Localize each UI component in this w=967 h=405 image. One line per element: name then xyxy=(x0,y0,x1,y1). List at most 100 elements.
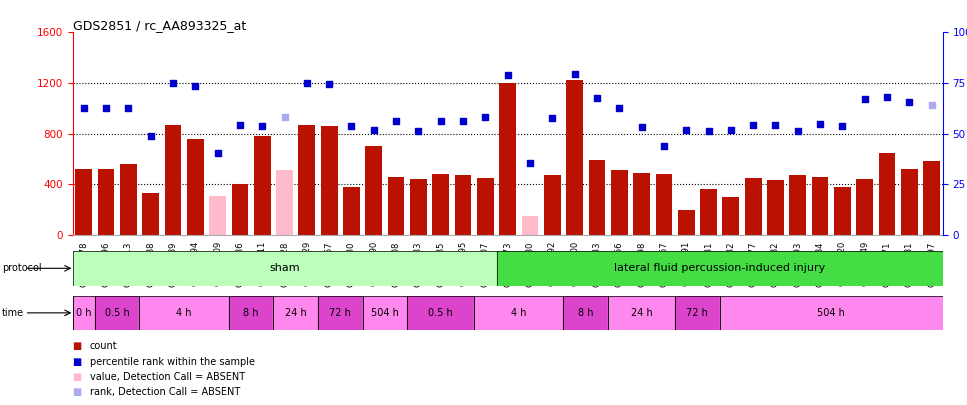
Text: rank, Detection Call = ABSENT: rank, Detection Call = ABSENT xyxy=(90,388,240,397)
Text: sham: sham xyxy=(269,263,300,273)
Bar xyxy=(432,174,449,235)
Bar xyxy=(231,184,249,235)
Text: 0.5 h: 0.5 h xyxy=(428,308,454,318)
Bar xyxy=(164,125,181,235)
Point xyxy=(232,122,248,128)
Bar xyxy=(321,126,337,235)
Bar xyxy=(454,175,471,235)
Bar xyxy=(73,251,496,286)
Point xyxy=(389,118,404,124)
Bar xyxy=(611,171,628,235)
Point xyxy=(500,72,515,79)
Point xyxy=(701,128,717,134)
Bar xyxy=(274,296,318,330)
Point xyxy=(723,127,739,133)
Bar xyxy=(95,296,139,330)
Bar xyxy=(139,296,229,330)
Point xyxy=(746,122,761,128)
Text: 24 h: 24 h xyxy=(630,308,653,318)
Bar xyxy=(229,296,274,330)
Point xyxy=(321,81,337,87)
Text: time: time xyxy=(2,308,24,318)
Point xyxy=(835,123,850,129)
Text: 72 h: 72 h xyxy=(330,308,351,318)
Bar xyxy=(142,193,159,235)
Bar xyxy=(879,153,895,235)
Bar xyxy=(789,175,806,235)
Point xyxy=(411,128,426,134)
Point xyxy=(121,105,136,111)
Bar xyxy=(767,181,784,235)
Point xyxy=(679,127,694,133)
Bar xyxy=(187,139,204,235)
Bar xyxy=(299,125,315,235)
Point xyxy=(768,122,783,128)
Point xyxy=(277,114,292,120)
Bar xyxy=(343,187,360,235)
Point xyxy=(299,80,314,86)
Text: ■: ■ xyxy=(73,372,82,382)
Bar xyxy=(521,216,539,235)
Bar xyxy=(388,177,404,235)
Point xyxy=(210,149,225,156)
Point xyxy=(812,120,828,127)
Text: value, Detection Call = ABSENT: value, Detection Call = ABSENT xyxy=(90,372,245,382)
Bar xyxy=(589,160,605,235)
Bar xyxy=(366,146,382,235)
Text: 0.5 h: 0.5 h xyxy=(104,308,130,318)
Bar xyxy=(901,169,918,235)
Point xyxy=(165,80,181,86)
Bar xyxy=(834,187,851,235)
Bar xyxy=(120,164,136,235)
Point xyxy=(879,94,894,100)
Bar xyxy=(73,296,95,330)
Bar xyxy=(209,196,226,235)
Point xyxy=(143,133,159,139)
Point xyxy=(790,128,806,134)
Point xyxy=(76,105,92,111)
Point xyxy=(589,95,604,101)
Bar xyxy=(407,296,474,330)
Bar xyxy=(477,178,494,235)
Bar xyxy=(700,190,717,235)
Text: percentile rank within the sample: percentile rank within the sample xyxy=(90,357,255,367)
Text: 8 h: 8 h xyxy=(244,308,259,318)
Bar xyxy=(675,296,719,330)
Bar xyxy=(363,296,407,330)
Bar xyxy=(811,177,829,235)
Bar xyxy=(543,175,561,235)
Bar xyxy=(410,179,426,235)
Text: 24 h: 24 h xyxy=(285,308,307,318)
Point xyxy=(657,143,672,149)
Text: count: count xyxy=(90,341,118,351)
Bar xyxy=(656,174,672,235)
Point xyxy=(254,123,270,129)
Point xyxy=(611,105,627,111)
Point xyxy=(633,124,649,130)
Point xyxy=(455,118,471,124)
Text: ■: ■ xyxy=(73,341,82,351)
Point xyxy=(343,123,359,129)
Bar xyxy=(253,136,271,235)
Text: 4 h: 4 h xyxy=(512,308,527,318)
Point xyxy=(433,118,449,124)
Bar xyxy=(474,296,564,330)
Point xyxy=(544,115,560,122)
Text: 8 h: 8 h xyxy=(578,308,594,318)
Bar xyxy=(318,296,363,330)
Point xyxy=(923,101,939,108)
Point xyxy=(366,127,382,133)
Bar xyxy=(722,197,739,235)
Bar xyxy=(496,251,943,286)
Bar xyxy=(857,179,873,235)
Text: 504 h: 504 h xyxy=(371,308,398,318)
Point xyxy=(522,160,538,166)
Text: ■: ■ xyxy=(73,388,82,397)
Text: GDS2851 / rc_AA893325_at: GDS2851 / rc_AA893325_at xyxy=(73,19,246,32)
Bar xyxy=(633,173,650,235)
Text: 0 h: 0 h xyxy=(76,308,92,318)
Point xyxy=(188,82,203,89)
Text: 72 h: 72 h xyxy=(687,308,708,318)
Text: protocol: protocol xyxy=(2,263,42,273)
Point xyxy=(857,96,872,103)
